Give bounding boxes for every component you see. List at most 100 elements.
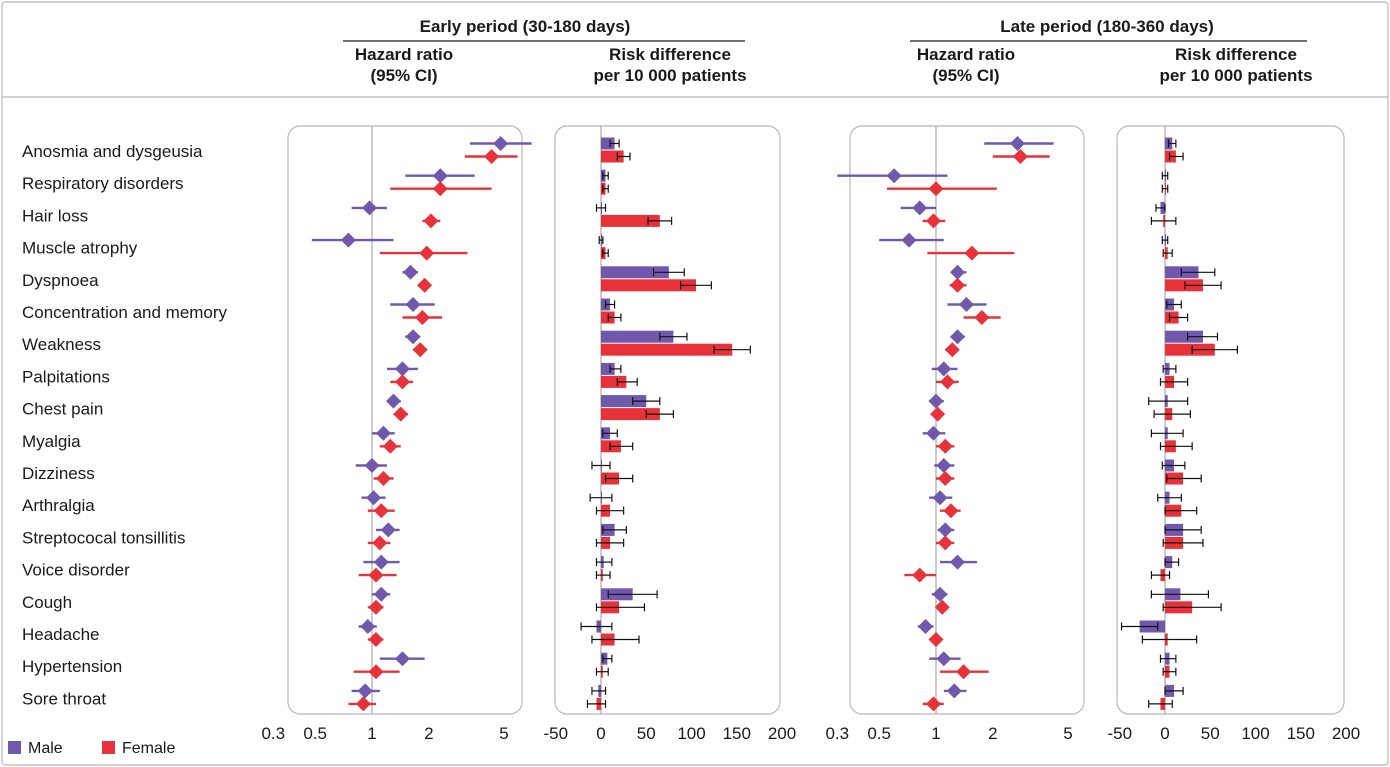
early-hr-tick-label: 1 bbox=[367, 724, 376, 743]
hr-point bbox=[366, 490, 382, 506]
hr-point bbox=[362, 200, 378, 216]
hr-point bbox=[372, 535, 388, 551]
outcome-labels: Anosmia and dysgeusia Respiratory disorde… bbox=[22, 142, 228, 708]
hr-point bbox=[936, 651, 952, 667]
hr-point bbox=[926, 213, 942, 229]
legend-male-swatch bbox=[8, 741, 21, 754]
late-hr-header-line2: (95% CI) bbox=[932, 66, 999, 85]
early-rd-tick-label: 100 bbox=[677, 724, 705, 743]
hr-point bbox=[964, 245, 980, 261]
hr-point bbox=[380, 522, 396, 538]
hr-point bbox=[414, 310, 430, 325]
late-hr-tick-label: 1 bbox=[931, 724, 940, 743]
hr-point bbox=[417, 277, 433, 293]
hr-point bbox=[912, 200, 928, 216]
hr-point bbox=[373, 503, 389, 519]
late-hr-tick-label: 5 bbox=[1063, 724, 1072, 743]
hr-point bbox=[419, 245, 435, 261]
hr-point bbox=[943, 503, 959, 519]
outcome-label: Palpitations bbox=[22, 367, 110, 386]
hr-point bbox=[394, 361, 410, 377]
early-rd-header-line2: per 10 000 patients bbox=[593, 66, 746, 85]
hr-point bbox=[932, 586, 948, 602]
rd-bar bbox=[601, 408, 660, 421]
outcome-label: Voice disorder bbox=[22, 561, 130, 580]
outcome-label: Myalgia bbox=[22, 432, 81, 451]
hr-point bbox=[364, 458, 380, 473]
hr-point bbox=[928, 181, 944, 197]
hr-point bbox=[394, 651, 410, 667]
rd-bar bbox=[1165, 343, 1215, 356]
hr-point bbox=[958, 297, 974, 312]
outcome-label: Concentration and memory bbox=[22, 303, 228, 322]
hr-point bbox=[937, 535, 953, 551]
late-hr-tick-label: 0.3 bbox=[825, 724, 849, 743]
late-hr-panel: 0.3 0.5 1 2 5 bbox=[825, 125, 1085, 743]
early-hr-tick-label: 0.3 bbox=[261, 724, 285, 743]
early-rd-tick-label: 0 bbox=[596, 724, 605, 743]
early-hr-header-line1: Hazard ratio bbox=[355, 45, 453, 64]
rd-bar bbox=[1165, 279, 1204, 292]
rd-bar bbox=[601, 279, 697, 292]
hr-point bbox=[375, 425, 391, 441]
rd-bar bbox=[601, 330, 674, 343]
early-rd-tick-label: 150 bbox=[723, 724, 751, 743]
hr-point bbox=[930, 406, 946, 422]
hr-point bbox=[950, 264, 966, 280]
late-rd-panel: -50 0 50 100 150 200 bbox=[1107, 125, 1360, 743]
hr-point bbox=[357, 683, 373, 699]
hr-point bbox=[939, 374, 955, 390]
late-rd-tick-label: -50 bbox=[1107, 724, 1132, 743]
legend-male-label: Male bbox=[28, 740, 63, 757]
early-hr-tick-label: 0.5 bbox=[303, 724, 327, 743]
hr-point bbox=[484, 149, 500, 164]
hr-point bbox=[386, 393, 402, 409]
outcome-label: Weakness bbox=[22, 335, 101, 354]
early-rd-panel: -50 0 50 100 150 200 bbox=[543, 125, 796, 743]
early-rd-tick-label: 200 bbox=[768, 724, 796, 743]
hr-point bbox=[934, 599, 950, 615]
early-period-title: Early period (30-180 days) bbox=[420, 17, 631, 36]
hr-point bbox=[394, 374, 410, 390]
late-hr-frame bbox=[849, 125, 1085, 715]
hr-point bbox=[886, 168, 902, 184]
rd-bar bbox=[601, 362, 615, 375]
hr-point bbox=[926, 425, 942, 441]
late-rd-header-line2: per 10 000 patients bbox=[1159, 66, 1312, 85]
hr-point bbox=[901, 232, 917, 248]
hr-point bbox=[956, 664, 972, 680]
hr-point bbox=[373, 586, 389, 602]
hr-point bbox=[936, 361, 952, 377]
rd-bar bbox=[601, 395, 647, 408]
hr-point bbox=[368, 632, 384, 647]
legend-female-swatch bbox=[102, 741, 115, 754]
late-rd-tick-label: 50 bbox=[1201, 724, 1220, 743]
hr-point bbox=[1009, 136, 1025, 151]
outcome-label: Arthralgia bbox=[22, 496, 95, 515]
early-rd-tick-label: 50 bbox=[637, 724, 656, 743]
hr-point bbox=[944, 342, 960, 358]
hr-point bbox=[405, 329, 421, 345]
early-hr-tick-label: 2 bbox=[424, 724, 433, 743]
outcome-label: Headache bbox=[22, 625, 100, 644]
early-hr-frame bbox=[287, 125, 523, 715]
late-rd-tick-label: 200 bbox=[1332, 724, 1360, 743]
hr-point bbox=[340, 232, 356, 248]
rd-bar bbox=[601, 137, 615, 150]
hr-point bbox=[368, 599, 384, 615]
outcome-label: Dizziness bbox=[22, 464, 95, 483]
outcome-label: Respiratory disorders bbox=[22, 174, 184, 193]
late-hr-header-line1: Hazard ratio bbox=[917, 45, 1015, 64]
early-hr-tick-label: 5 bbox=[499, 724, 508, 743]
hr-point bbox=[937, 471, 953, 486]
outcome-label: Cough bbox=[22, 593, 72, 612]
hr-point bbox=[932, 490, 948, 506]
outcome-label: Streptococal tonsillitis bbox=[22, 528, 185, 547]
early-hr-panel: 0.3 0.5 1 2 5 bbox=[261, 125, 532, 743]
late-hr-tick-label: 2 bbox=[988, 724, 997, 743]
late-rd-tick-label: 150 bbox=[1287, 724, 1315, 743]
hr-point bbox=[375, 471, 391, 486]
hr-point bbox=[912, 567, 928, 583]
outcome-label: Hypertension bbox=[22, 657, 122, 676]
